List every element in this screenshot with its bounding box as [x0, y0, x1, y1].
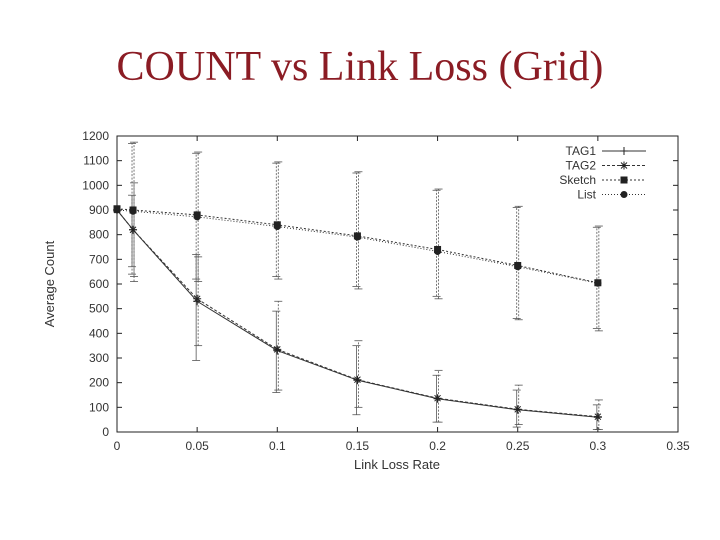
- data-point-square: [620, 176, 628, 184]
- y-tick-label: 900: [89, 203, 109, 217]
- data-point-circle: [434, 247, 442, 255]
- legend-label: Sketch: [559, 173, 596, 187]
- data-point-star: [353, 375, 362, 384]
- y-tick-label: 1000: [82, 178, 109, 192]
- y-axis: 0 100 200 300 400 500 600 700 800 900 1000 1100 1200: [82, 129, 678, 439]
- data-point-circle: [193, 213, 201, 221]
- data-point-star: [193, 294, 202, 303]
- y-tick-label: 1100: [83, 154, 109, 168]
- x-axis-label: Link Loss Rate: [354, 457, 440, 472]
- x-tick-label: 0.1: [269, 439, 286, 453]
- series-markers: [113, 205, 602, 422]
- series-line: [116, 209, 598, 284]
- y-tick-label: 500: [89, 302, 109, 316]
- data-point-star: [620, 161, 628, 170]
- data-point-circle: [620, 191, 628, 198]
- data-point-circle: [514, 263, 522, 271]
- x-tick-label: 0.25: [506, 439, 530, 453]
- series-lines: [116, 208, 598, 418]
- y-axis-label: Average Count: [42, 240, 57, 327]
- y-tick-label: 400: [89, 326, 109, 340]
- y-tick-label: 600: [89, 277, 109, 291]
- data-point-circle: [273, 223, 281, 231]
- legend-label: TAG1: [566, 144, 597, 158]
- y-tick-label: 300: [89, 351, 109, 365]
- data-point-circle: [594, 279, 602, 287]
- data-point-circle: [113, 206, 121, 214]
- x-axis: 0 0.05 0.1 0.15 0.2 0.25 0.3 0.35: [114, 136, 690, 453]
- legend-label: TAG2: [566, 159, 597, 173]
- data-point-star: [593, 412, 602, 421]
- y-tick-label: 1200: [82, 129, 109, 143]
- error-bars: [128, 141, 603, 430]
- data-point-plus: [620, 147, 628, 155]
- y-tick-label: 0: [102, 425, 109, 439]
- y-tick-label: 100: [89, 400, 109, 414]
- data-point-circle: [129, 207, 137, 215]
- y-tick-label: 700: [89, 252, 109, 266]
- data-point-star: [513, 405, 522, 414]
- x-tick-label: 0.05: [185, 439, 209, 453]
- data-point-star: [129, 225, 138, 234]
- data-point-star: [433, 394, 442, 403]
- x-tick-label: 0.35: [666, 439, 690, 453]
- x-tick-label: 0.2: [429, 439, 446, 453]
- data-point-star: [273, 345, 282, 354]
- slide-title: COUNT vs Link Loss (Grid): [116, 44, 604, 90]
- legend-label: List: [577, 188, 596, 202]
- series-line: [116, 209, 598, 418]
- x-tick-label: 0: [114, 439, 121, 453]
- data-point-circle: [353, 233, 361, 241]
- series-line: [116, 209, 598, 418]
- series-line: [116, 208, 598, 284]
- y-tick-label: 200: [89, 376, 109, 390]
- x-tick-label: 0.15: [346, 439, 370, 453]
- x-tick-label: 0.3: [590, 439, 607, 453]
- y-tick-label: 800: [89, 228, 109, 242]
